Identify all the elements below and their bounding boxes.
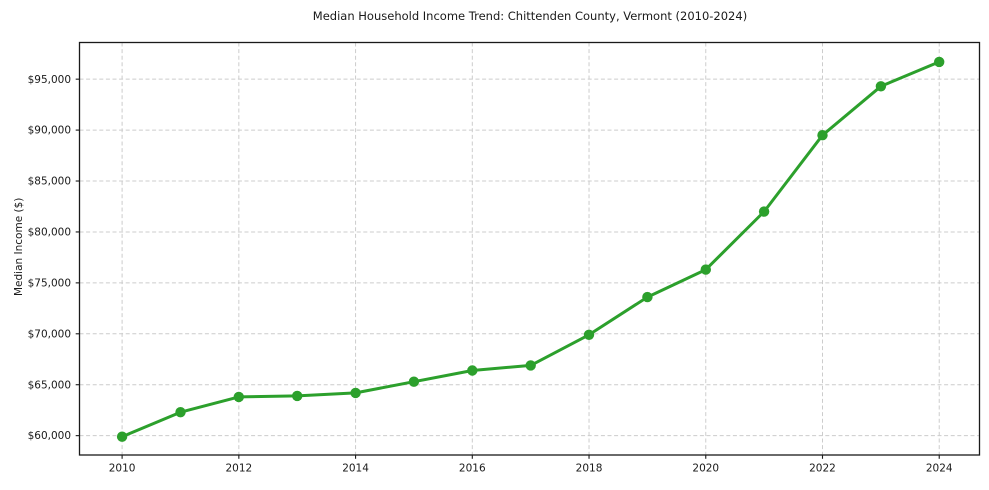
y-tick-label: $80,000 — [28, 227, 71, 239]
data-point-marker — [116, 431, 128, 442]
x-tick-label: 2010 — [109, 463, 136, 475]
y-tick-label: $85,000 — [28, 176, 71, 188]
data-point-marker — [350, 387, 361, 399]
data-point-marker — [292, 390, 303, 402]
income-trend-line — [120, 60, 941, 439]
data-point-marker — [875, 81, 887, 92]
y-axis-label: Median Income ($) — [13, 197, 25, 296]
y-tick-label: $60,000 — [28, 430, 71, 442]
data-point-marker — [700, 264, 711, 275]
data-point-marker — [934, 56, 945, 68]
y-tick-label: $70,000 — [28, 328, 71, 340]
data-point-marker — [467, 365, 478, 376]
y-tick-label: $95,000 — [28, 74, 71, 86]
data-point-marker — [758, 206, 770, 217]
x-tick-label: 2024 — [926, 463, 953, 475]
plot-border — [78, 41, 981, 456]
y-tick-label: $65,000 — [28, 379, 71, 391]
x-tick-label: 2014 — [342, 463, 369, 475]
data-point-marker — [408, 376, 420, 387]
x-tick-label: 2016 — [459, 463, 486, 475]
y-tick-label: $90,000 — [28, 125, 71, 137]
data-point-marker — [642, 291, 653, 303]
x-tick-label: 2020 — [692, 463, 719, 475]
data-point-marker — [817, 130, 828, 141]
data-point-marker — [525, 360, 536, 371]
x-tick-label: 2012 — [225, 463, 252, 475]
x-tick-label: 2018 — [576, 463, 603, 475]
data-point-marker — [583, 329, 595, 340]
chart-title: Median Household Income Trend: Chittende… — [312, 9, 748, 23]
data-point-marker — [175, 407, 186, 418]
data-point-marker — [233, 391, 244, 403]
y-tick-label: $75,000 — [28, 277, 71, 289]
x-tick-label: 2022 — [809, 463, 836, 475]
